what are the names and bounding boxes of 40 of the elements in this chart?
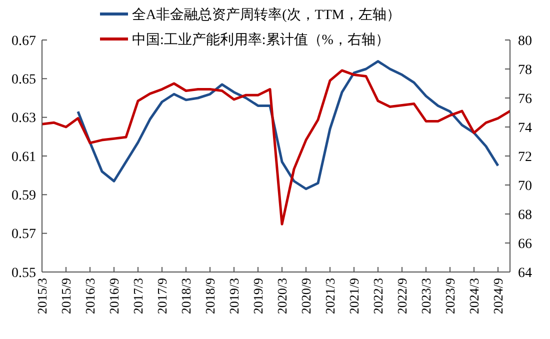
legend-label: 全A非金融总资产周转率(次，TTM，左轴） [132, 6, 400, 23]
x-tick-label: 2020/3 [274, 278, 290, 314]
x-tick-label: 2024/3 [466, 278, 482, 314]
y-tick-label: 0.65 [12, 72, 36, 88]
x-tick-label: 2017/3 [130, 278, 146, 314]
x-tick-label: 2018/3 [178, 278, 194, 314]
y-tick-label: 0.67 [12, 34, 36, 49]
y2-tick-label: 80 [518, 34, 532, 49]
x-tick-label: 2016/3 [82, 278, 98, 314]
y2-tick-label: 78 [518, 62, 532, 78]
y-tick-label: 0.59 [12, 188, 36, 204]
line-series [76, 60, 500, 190]
x-tick-label: 2015/3 [34, 278, 50, 314]
line-series [40, 69, 512, 226]
y-tick-label: 0.55 [12, 266, 36, 281]
x-tick-label: 2016/9 [106, 278, 122, 314]
x-tick-label: 2022/9 [394, 278, 410, 314]
x-tick-label: 2022/3 [370, 278, 386, 314]
y2-tick-label: 68 [518, 208, 532, 223]
x-tick-label: 2021/9 [346, 278, 362, 314]
legend-label: 中国:工业产能利用率:累计值（%，右轴） [132, 32, 390, 48]
y-tick-label: 0.57 [12, 227, 36, 242]
y2-tick-label: 74 [518, 120, 532, 136]
y2-tick-label: 66 [518, 236, 532, 252]
y2-tick-label: 76 [518, 92, 532, 107]
y-tick-label: 0.63 [12, 111, 36, 126]
x-tick-label: 2019/3 [226, 278, 242, 314]
y2-tick-label: 70 [518, 178, 532, 194]
x-tick-label: 2021/3 [322, 278, 338, 314]
y2-tick-label: 72 [518, 150, 532, 165]
x-tick-label: 2019/9 [250, 278, 266, 314]
x-tick-label: 2023/3 [418, 278, 434, 314]
x-tick-label: 2024/9 [490, 278, 506, 314]
x-tick-label: 2018/9 [202, 278, 218, 314]
x-tick-label: 2020/9 [298, 278, 314, 314]
y-tick-label: 0.61 [12, 150, 36, 165]
x-tick-label: 2017/9 [154, 278, 170, 314]
x-tick-label: 2023/9 [442, 278, 458, 314]
y2-tick-label: 64 [518, 266, 532, 281]
x-tick-label: 2015/9 [58, 278, 74, 314]
